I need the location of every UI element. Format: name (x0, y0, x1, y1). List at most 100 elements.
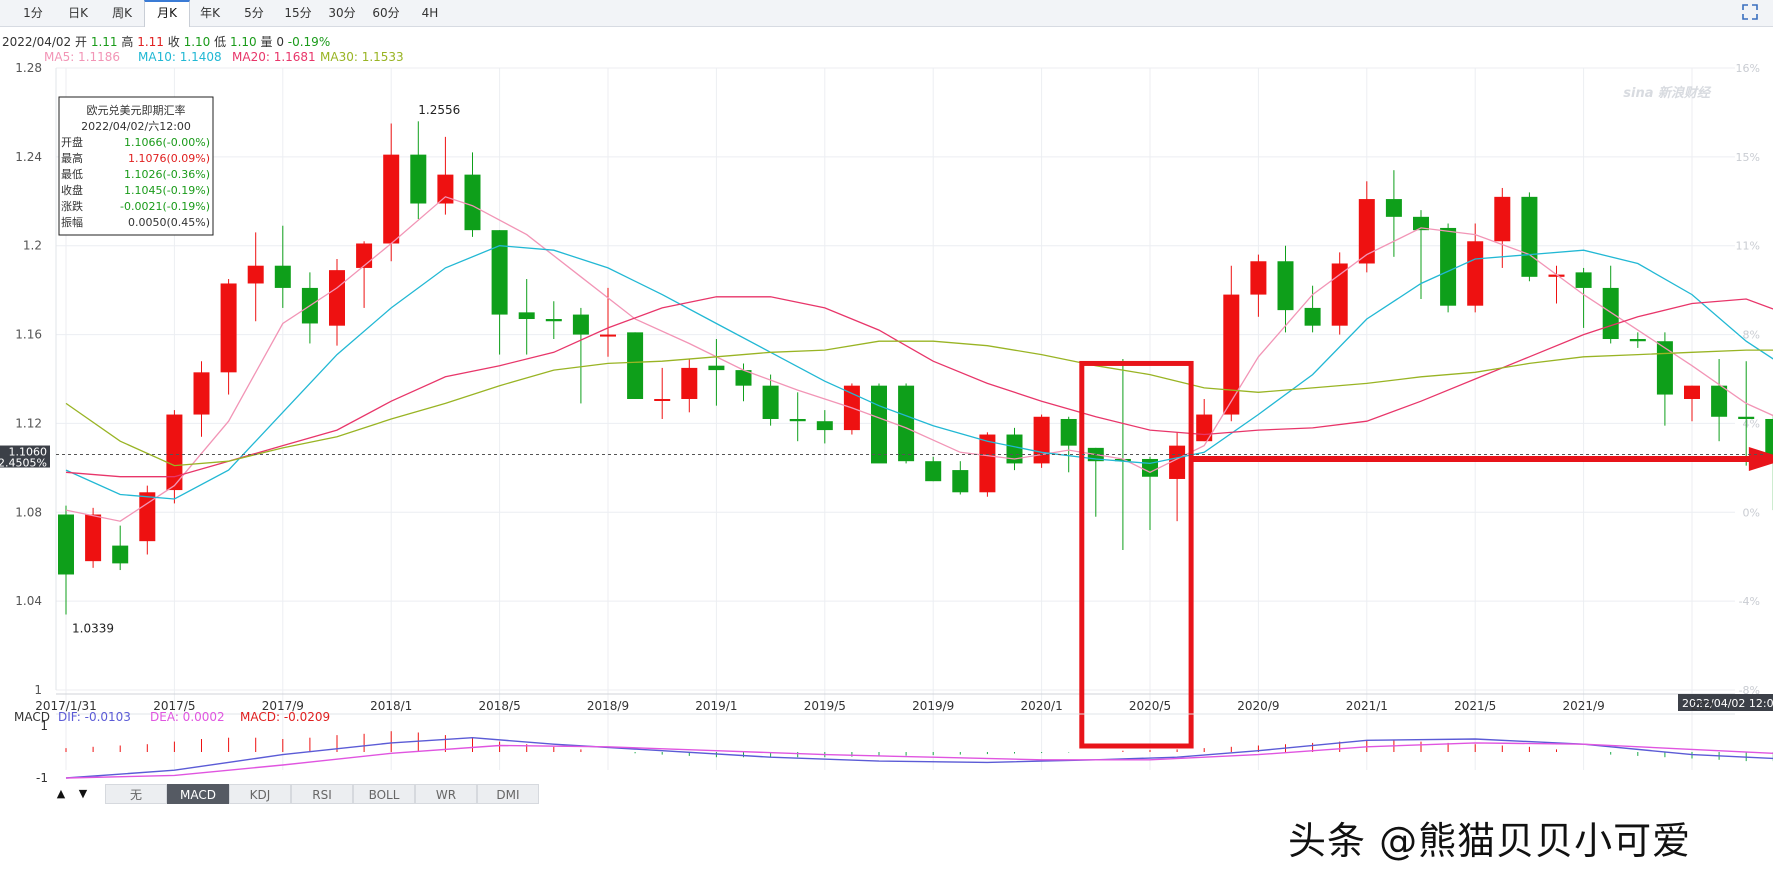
right-tick-label: 16% (1736, 62, 1760, 75)
candle-body (1250, 261, 1267, 295)
scroll-up-button[interactable]: ▲ (56, 787, 66, 800)
candle (681, 359, 698, 413)
info-key: 收盘 (61, 183, 83, 197)
x-tick-label: 2017/1/31 (35, 699, 97, 713)
tab-15分[interactable]: 15分 (284, 6, 312, 20)
extreme-label: 1.0339 (72, 622, 114, 636)
quote-value: 1.10 (180, 35, 211, 49)
candle (952, 461, 969, 495)
candle (301, 272, 318, 344)
candle-body (681, 367, 698, 399)
info-box: 欧元兑美元即期汇率 2022/04/02/六12:00 开盘 1.1066(-0.00… (58, 96, 214, 236)
tab-1分[interactable]: 1分 (23, 6, 43, 20)
macd-dif-label: DIF: -0.0103 (58, 710, 131, 724)
scroll-down-button[interactable]: ▼ (78, 787, 88, 800)
macd-tick: 1 (40, 719, 48, 733)
y-tick-label: 1 (34, 683, 42, 697)
tab-日K[interactable]: 日K (68, 6, 88, 20)
ma-line-MA20 (65, 296, 1773, 478)
candle-body (1629, 339, 1646, 342)
tab-60分[interactable]: 60分 (372, 6, 400, 20)
candle-body (518, 312, 535, 320)
indicator-tab-KDJ[interactable]: KDJ (229, 784, 291, 804)
quote-value: 1.11 (87, 35, 118, 49)
crosshair-date-badge (1678, 694, 1773, 711)
candle-body (1358, 199, 1375, 264)
candle-body (1738, 416, 1755, 419)
crosshair-pct: 2.4505% (0, 457, 47, 470)
candle-body (383, 154, 400, 244)
candle (1629, 332, 1646, 348)
indicator-tab-RSI[interactable]: RSI (291, 784, 353, 804)
candle (1223, 265, 1240, 422)
macd-dea-line (65, 742, 1773, 779)
candle (383, 123, 400, 262)
info-key: 振幅 (61, 215, 83, 229)
candle (1169, 432, 1186, 522)
grid (55, 67, 1735, 770)
candle-body (600, 334, 616, 337)
quote-value: 1.11 (133, 35, 164, 49)
quote-value: 0 (273, 35, 284, 49)
candle (518, 279, 535, 355)
indicator-tab-DMI[interactable]: DMI (477, 784, 539, 804)
candle-body (356, 243, 373, 268)
right-tick-label: 4% (1743, 417, 1760, 430)
candle (789, 392, 806, 442)
tab-4H[interactable]: 4H (421, 6, 439, 20)
candle (1602, 265, 1619, 344)
candle (1385, 170, 1402, 257)
y-tick-label: 1.28 (15, 61, 42, 75)
candle-body (1060, 418, 1077, 446)
candle-body (1765, 418, 1773, 464)
candle (1711, 359, 1728, 442)
indicator-tab-无[interactable]: 无 (105, 784, 167, 804)
indicator-tab-BOLL[interactable]: BOLL (353, 784, 415, 804)
candle (58, 505, 74, 615)
candle (410, 121, 427, 220)
candle-body (1033, 416, 1050, 464)
fullscreen-icon[interactable] (1741, 3, 1759, 21)
highlight-box (1079, 360, 1194, 749)
tab-5分[interactable]: 5分 (244, 6, 264, 20)
quote-value: -0.19% (284, 35, 330, 49)
x-tick-label: 2018/1 (370, 699, 412, 713)
quote-line: 2022/04/02 开 1.11 高 1.11 收 1.10 低 1.10 量… (2, 34, 330, 49)
candle-body (1548, 274, 1565, 277)
candle (1656, 332, 1673, 426)
x-tick-label: 2019/5 (804, 699, 846, 713)
info-value: 1.1076(0.09%) (128, 152, 210, 165)
x-tick-label: 2018/9 (587, 699, 629, 713)
candle (1006, 427, 1023, 471)
right-tick-label: 15% (1736, 151, 1760, 164)
candle-body (545, 319, 562, 322)
tab-周K[interactable]: 周K (112, 6, 132, 20)
y-tick-label: 1.04 (15, 594, 42, 608)
candle-body (1413, 216, 1429, 231)
candle-body (166, 414, 183, 491)
candle-body (1656, 341, 1673, 395)
crosshair-price-badge (0, 445, 50, 468)
tab-年K[interactable]: 年K (200, 6, 220, 20)
candle (1494, 187, 1511, 268)
tab-月K[interactable]: 月K (144, 0, 190, 27)
y-tick-label: 1.12 (15, 416, 42, 430)
candle (816, 410, 833, 444)
candle (1467, 223, 1484, 313)
x-tick-label: 2020/1 (1020, 699, 1062, 713)
candle (1142, 456, 1158, 531)
extreme-label: 1.2556 (418, 103, 460, 117)
candle-body (1331, 263, 1348, 326)
indicator-tab-MACD[interactable]: MACD (167, 784, 229, 804)
info-value: 1.1045(-0.19%) (124, 184, 210, 197)
candle (1250, 254, 1267, 317)
info-key: 涨跌 (61, 199, 83, 213)
tab-30分[interactable]: 30分 (328, 6, 356, 20)
candle-body (654, 398, 671, 401)
candle (1033, 414, 1050, 468)
candle (193, 361, 210, 437)
indicator-tab-WR[interactable]: WR (415, 784, 477, 804)
macd-value-label: MACD: -0.0209 (240, 710, 330, 724)
x-tick-label: 2021/9 (1562, 699, 1604, 713)
candle-body (274, 265, 291, 288)
